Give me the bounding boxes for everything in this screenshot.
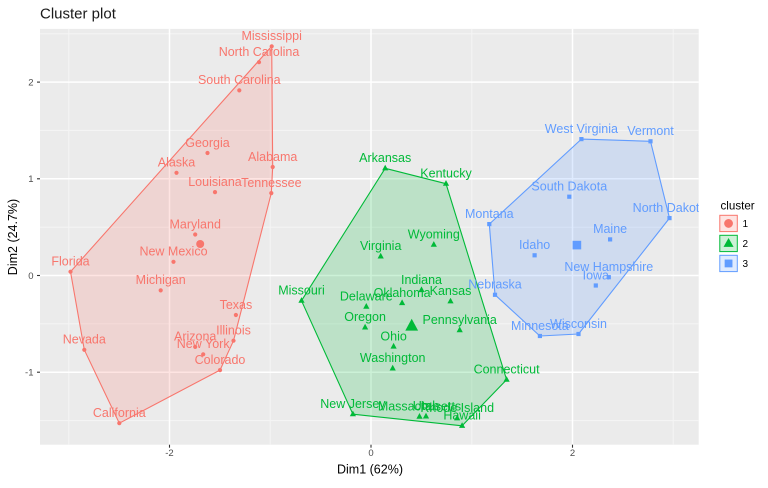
svg-text:Ohio: Ohio (380, 329, 406, 343)
svg-text:cluster: cluster (721, 200, 755, 213)
svg-text:Alaska: Alaska (158, 156, 196, 170)
svg-text:Arizona: Arizona (174, 330, 216, 344)
svg-text:Maryland: Maryland (169, 217, 220, 231)
svg-text:West Virginia: West Virginia (545, 122, 618, 136)
svg-text:Minnesota: Minnesota (511, 319, 569, 333)
svg-text:New Mexico: New Mexico (139, 245, 207, 259)
svg-text:3: 3 (743, 259, 749, 270)
svg-text:Delaware: Delaware (340, 289, 393, 303)
svg-text:Oklahoma: Oklahoma (374, 286, 431, 300)
svg-text:North Dakota: North Dakota (633, 201, 707, 215)
svg-text:Pennsylvania: Pennsylvania (423, 313, 497, 327)
svg-text:Kansas: Kansas (430, 284, 472, 298)
svg-text:New Jersey: New Jersey (320, 397, 386, 411)
svg-text:Michigan: Michigan (136, 273, 186, 287)
svg-text:2: 2 (743, 239, 749, 250)
svg-text:Tennessee: Tennessee (241, 176, 302, 190)
svg-text:-1: -1 (25, 368, 33, 379)
svg-text:Washington: Washington (360, 351, 426, 365)
svg-text:South Dakota: South Dakota (531, 180, 607, 194)
svg-text:Texas: Texas (220, 298, 253, 312)
svg-text:Massachusetts: Massachusetts (378, 399, 461, 413)
svg-text:-2: -2 (165, 448, 173, 459)
svg-text:2: 2 (570, 448, 575, 459)
svg-text:South Carolina: South Carolina (198, 73, 281, 87)
svg-text:New York: New York (177, 337, 231, 351)
svg-text:Hawaii: Hawaii (443, 409, 481, 423)
svg-text:Cluster plot: Cluster plot (40, 6, 117, 23)
svg-text:New Hampshire: New Hampshire (564, 260, 653, 274)
svg-text:0: 0 (28, 271, 33, 282)
svg-text:Vermont: Vermont (627, 124, 674, 138)
svg-text:Arkansas: Arkansas (359, 151, 411, 165)
svg-text:Dim2 (24.7%): Dim2 (24.7%) (6, 199, 20, 275)
svg-text:North Carolina: North Carolina (219, 45, 300, 59)
svg-text:Missouri: Missouri (278, 284, 325, 298)
svg-text:Idaho: Idaho (519, 238, 550, 252)
svg-text:Georgia: Georgia (185, 136, 230, 150)
svg-text:Illinois: Illinois (216, 324, 251, 338)
svg-text:2: 2 (28, 78, 33, 89)
svg-text:Florida: Florida (51, 255, 89, 269)
svg-text:Utah: Utah (413, 399, 439, 413)
svg-text:Nevada: Nevada (63, 333, 106, 347)
svg-text:Indiana: Indiana (401, 273, 442, 287)
svg-text:Louisiana: Louisiana (188, 175, 242, 189)
svg-text:Oregon: Oregon (344, 310, 386, 324)
svg-text:Connecticut: Connecticut (474, 363, 541, 377)
svg-text:Montana: Montana (465, 207, 514, 221)
svg-text:Wisconsin: Wisconsin (550, 317, 607, 331)
svg-text:Dim1 (62%): Dim1 (62%) (337, 463, 403, 477)
svg-text:1: 1 (743, 219, 749, 230)
svg-text:Virginia: Virginia (360, 239, 402, 253)
svg-text:Kentucky: Kentucky (420, 167, 472, 181)
svg-text:Alabama: Alabama (248, 150, 297, 164)
svg-text:Rhode Island: Rhode Island (420, 401, 494, 415)
svg-text:1: 1 (28, 174, 33, 185)
svg-text:Nebraska: Nebraska (468, 278, 522, 292)
svg-text:Wyoming: Wyoming (408, 228, 460, 242)
svg-text:0: 0 (368, 448, 373, 459)
svg-text:California: California (93, 406, 146, 420)
svg-text:Maine: Maine (593, 222, 627, 236)
svg-text:Colorado: Colorado (195, 353, 246, 367)
svg-text:Mississippi: Mississippi (241, 29, 301, 43)
svg-text:Iowa: Iowa (583, 268, 609, 282)
